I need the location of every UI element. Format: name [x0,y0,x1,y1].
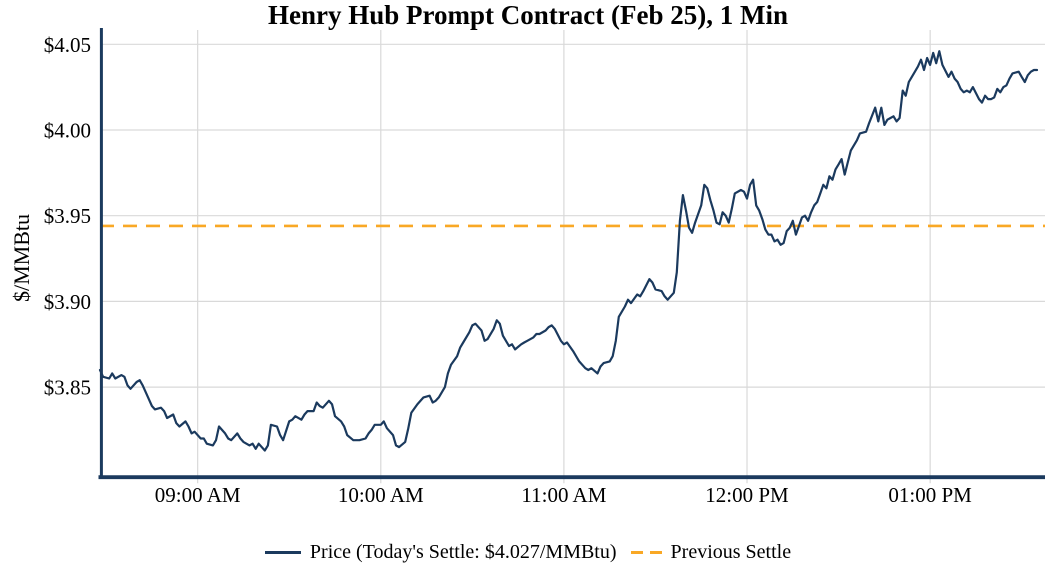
y-tick-label: $4.00 [44,119,91,143]
x-tick-label: 10:00 AM [338,483,424,507]
previous-settle-label: Previous Settle [670,541,792,563]
y-tick-label: $4.05 [44,33,91,57]
previous-settle-swatch [630,550,662,554]
y-tick-label: $3.90 [44,290,91,314]
chart-legend: Price (Today's Settle: $4.027/MMBtu) Pre… [0,540,1056,564]
y-tick-label: $3.85 [44,376,91,400]
chart-title: Henry Hub Prompt Contract (Feb 25), 1 Mi… [268,0,788,30]
x-tick-label: 12:00 PM [705,483,789,507]
price-series-swatch [264,550,301,554]
y-tick-label: $3.95 [44,204,91,228]
y-axis-title: $/MMBtu [9,213,34,303]
x-tick-label: 09:00 AM [155,483,241,507]
x-tick-label: 01:00 PM [888,483,972,507]
price-line [98,50,1039,452]
x-tick-label: 11:00 AM [521,483,606,507]
price-series-label: Price (Today's Settle: $4.027/MMBtu) [309,541,617,563]
